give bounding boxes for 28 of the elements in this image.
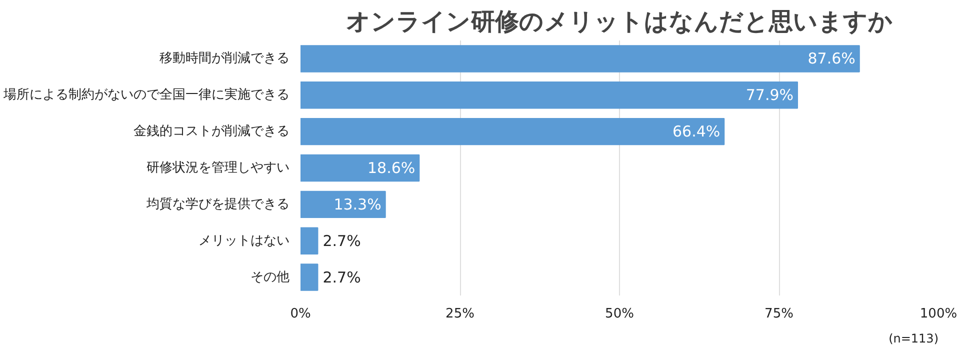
y-tick-label: その他 (250, 270, 290, 285)
y-tick-label: 研修状況を管理しやすい (146, 160, 290, 176)
bar (300, 264, 318, 291)
y-tick-label: 移動時間が削減できる (160, 51, 290, 66)
text: (n=113) (888, 332, 939, 346)
bar (300, 190, 386, 218)
bar (300, 154, 420, 182)
x-tick-label: 100% (920, 306, 958, 322)
data-label: 13.3% (334, 195, 382, 214)
data-label: 2.7% (322, 232, 361, 250)
data-label: 87.6% (808, 50, 856, 68)
x-tick-label: 0% (290, 306, 311, 322)
y-tick-label: メリットはない (198, 233, 290, 248)
data-label: 77.9% (746, 86, 794, 104)
bar (300, 227, 318, 254)
data-label: 18.6% (368, 159, 416, 177)
data-label: 66.4% (672, 122, 720, 141)
bar (300, 82, 798, 109)
x-tick-label: 75% (764, 306, 794, 322)
bar (300, 118, 725, 146)
y-tick-label: 場所による制約がないので全国一律に実施できる (2, 86, 290, 103)
chart-title: オンライン研修のメリットはなんだと思いますか (346, 8, 893, 36)
y-tick-label: 金銭的コストが削減できる (134, 124, 290, 140)
y-tick-label: 均質な学びを提供できる (146, 196, 290, 212)
x-tick-label: 25% (446, 306, 474, 322)
x-tick-label: 50% (605, 306, 634, 322)
data-label: 2.7% (322, 268, 361, 286)
bar (300, 45, 860, 72)
